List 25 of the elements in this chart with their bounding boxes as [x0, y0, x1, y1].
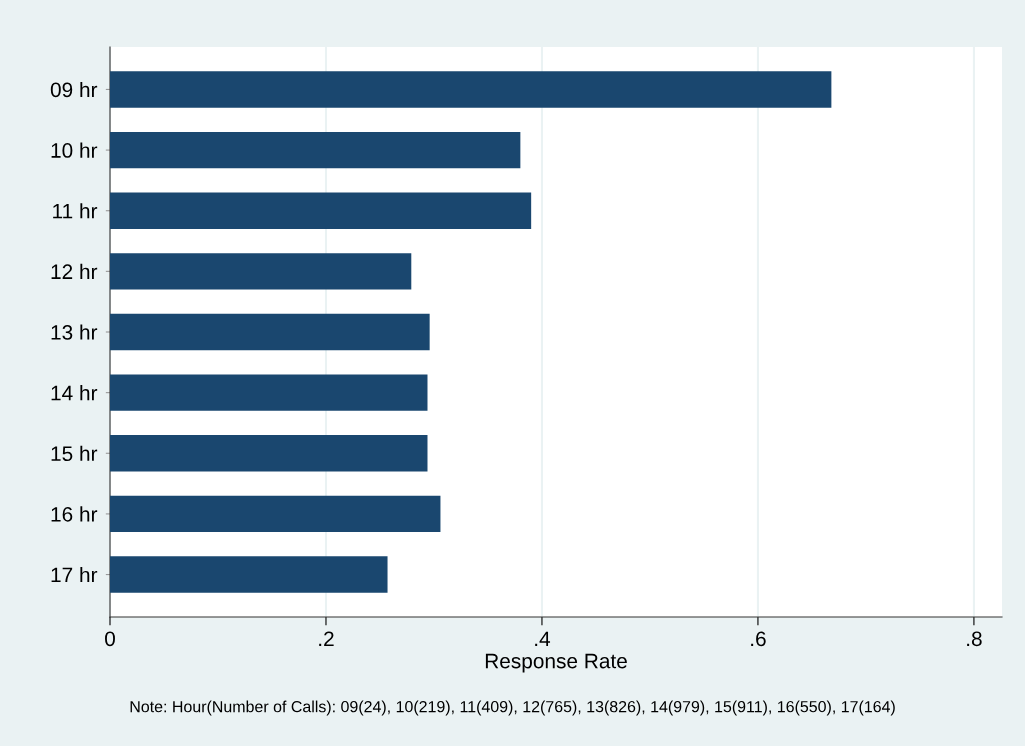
- text: Note: Hour(Number of Calls): 09(24), 10(219), 11(409), 12(765), 13(826), 14(979), 15(911), 16(550), 17(164): [130, 700, 895, 716]
- x-tick-label: .6: [751, 631, 766, 647]
- bar: [110, 495, 441, 533]
- x-tick-label: .2: [319, 631, 334, 646]
- x-tick-label: 0: [105, 631, 115, 647]
- x-axis-title: Response Rate: [485, 653, 627, 673]
- y-tick-label: 12 hr: [51, 263, 98, 279]
- y-tick-label: 10 hr: [51, 142, 98, 158]
- bar: [110, 435, 428, 472]
- y-tick-label: 16 hr: [51, 506, 98, 522]
- bar: [110, 556, 388, 593]
- x-tick-label: .8: [967, 631, 982, 647]
- bar: [110, 313, 430, 351]
- x-tick-label: .4: [535, 631, 551, 646]
- y-tick-label: 11 hr: [53, 203, 98, 219]
- bar: [110, 131, 521, 169]
- bar: [110, 192, 532, 229]
- bar: [110, 71, 832, 108]
- y-tick-label: 15 hr: [51, 445, 98, 462]
- bar: [110, 374, 428, 411]
- bar: [110, 253, 412, 290]
- y-tick-label: 14 hr: [51, 385, 98, 401]
- y-tick-label: 09 hr: [50, 81, 98, 98]
- y-tick-label: 17 hr: [51, 567, 98, 583]
- y-tick-label: 13 hr: [51, 324, 98, 340]
